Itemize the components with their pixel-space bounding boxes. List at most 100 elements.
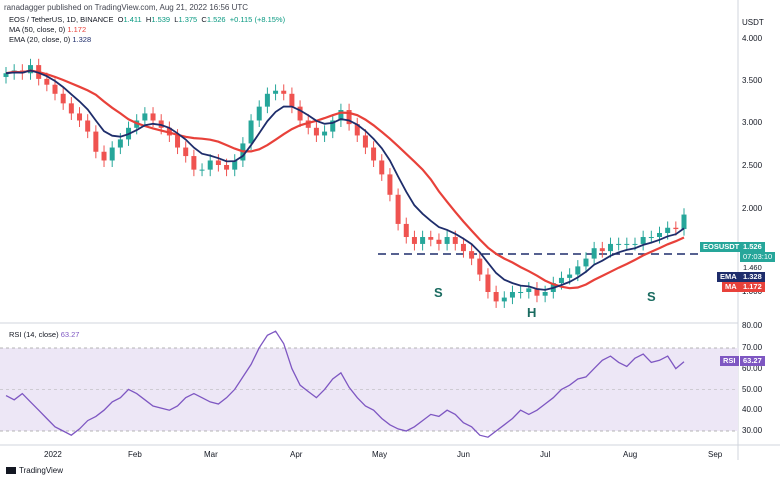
candle-body (183, 147, 189, 157)
head-label: H (527, 305, 537, 320)
candle-body (297, 106, 303, 121)
candle-body (191, 156, 197, 170)
high-value: 1.539 (151, 15, 171, 24)
level-tag: 1.460 (740, 263, 765, 273)
candle-body (28, 65, 34, 74)
open-value: 1.411 (123, 15, 142, 24)
candle-body (68, 103, 74, 114)
candle-body (599, 248, 605, 252)
candle-body (85, 120, 91, 132)
candle-body (3, 73, 9, 77)
candle-body (322, 131, 328, 136)
candle-body (395, 194, 401, 224)
candle-body (273, 90, 279, 94)
x-tick-2022: 2022 (44, 450, 62, 459)
candle-body (281, 90, 287, 94)
candle-body (379, 160, 385, 175)
candle-body (526, 288, 532, 292)
x-tick-jul: Jul (540, 450, 551, 459)
candle-body (501, 297, 507, 302)
candle-body (387, 174, 393, 195)
candle-body (624, 243, 630, 245)
rsi-tick-30: 30.00 (742, 426, 763, 435)
candle-body (640, 237, 646, 244)
candle-body (232, 160, 238, 170)
ma-legend-label: MA (50, close, 0) (9, 25, 66, 34)
candle-body (142, 113, 148, 121)
candle-body (436, 239, 442, 244)
tradingview-logo[interactable]: TradingView (6, 466, 63, 475)
candle-body (632, 243, 638, 245)
price-tick-3500: 3.500 (742, 76, 763, 85)
candle-body (362, 135, 368, 148)
candle-body (567, 274, 573, 278)
candle-body (338, 110, 344, 121)
ema-legend: EMA (20, close, 0) 1.328 (9, 35, 91, 44)
candle-body (330, 120, 336, 132)
ma-legend-value: 1.172 (67, 25, 87, 34)
rsi-legend: RSI (14, close) 63.27 (9, 330, 79, 339)
x-tick-sep: Sep (708, 450, 723, 459)
open-label: O (117, 15, 124, 24)
rsi-tick-70: 70.00 (742, 343, 763, 352)
candle-body (150, 113, 156, 121)
x-tick-feb: Feb (128, 450, 142, 459)
rsi-tick-40: 40.00 (742, 405, 763, 414)
x-tick-jun: Jun (457, 450, 470, 459)
candle-body (575, 266, 581, 275)
candle-body (673, 227, 679, 230)
candle-body (411, 237, 417, 244)
ma-tag-label: MA (722, 282, 740, 292)
candles-group (3, 58, 687, 308)
tradingview-brand: TradingView (19, 466, 64, 475)
candle-body (224, 165, 230, 170)
candle-body (52, 84, 58, 94)
ma-line (5, 69, 685, 290)
candle-body (256, 106, 262, 121)
rsi-tag-value: 63.27 (740, 356, 765, 366)
candle-body (248, 120, 254, 144)
price-tick-2000: 2.000 (742, 204, 763, 213)
ema-legend-value: 1.328 (72, 35, 92, 44)
candle-body (264, 93, 270, 107)
candle-body (403, 223, 409, 238)
left-shoulder-label: S (434, 285, 443, 300)
last-price-tag: 1.526 (740, 242, 765, 252)
candle-body (117, 139, 123, 148)
countdown-tag: 07:03:10 (740, 252, 776, 262)
candle-body (607, 243, 613, 252)
candle-body (305, 120, 311, 128)
candle-body (93, 131, 99, 152)
rsi-tag-label: RSI (720, 356, 739, 366)
candle-body (444, 237, 450, 244)
high-label: H (145, 15, 152, 24)
candle-body (207, 160, 213, 170)
candle-body (460, 243, 466, 252)
rsi-tick-50: 50.00 (742, 385, 763, 394)
candle-body (452, 237, 458, 244)
rsi-tick-60: 60.00 (742, 364, 763, 373)
rsi-line (5, 330, 685, 438)
low-value: 1.375 (178, 15, 198, 24)
change-value: +0.115 (+8.15%) (229, 15, 286, 24)
candle-body (77, 113, 83, 121)
price-tick-2500: 2.500 (742, 161, 763, 170)
candle-body (215, 160, 221, 165)
close-label: C (201, 15, 207, 24)
price-tick-3000: 3.000 (742, 118, 763, 127)
ema-legend-label: EMA (20, close, 0) (9, 35, 71, 44)
ema-line (5, 69, 685, 291)
candle-body (101, 151, 107, 161)
candle-body (542, 292, 548, 296)
publisher-line: ranadagger published on TradingView.com,… (4, 3, 249, 12)
candle-body (485, 274, 491, 292)
candle-body (591, 248, 597, 259)
candle-body (509, 292, 515, 298)
candle-body (656, 232, 662, 238)
candle-body (354, 124, 360, 136)
rsi-legend-label: RSI (14, close) (9, 330, 59, 339)
candle-body (558, 277, 564, 284)
x-tick-aug: Aug (623, 450, 638, 459)
symbol-line: EOS / TetherUS, 1D, BINANCE (9, 15, 114, 24)
